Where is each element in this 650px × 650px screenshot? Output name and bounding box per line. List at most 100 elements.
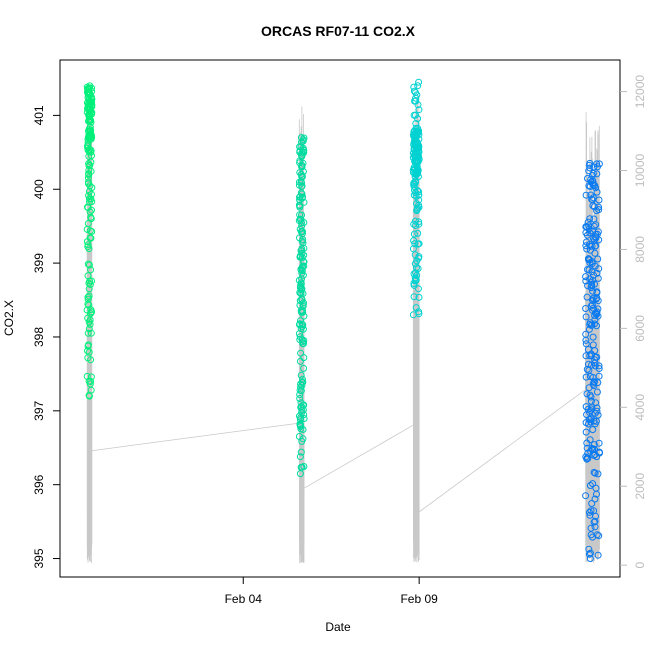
data-point [590, 468, 598, 476]
data-point [589, 341, 597, 349]
data-point [592, 399, 600, 407]
data-point [412, 153, 419, 160]
data-point [589, 306, 596, 314]
y2-tick-label: 2000 [633, 473, 647, 500]
data-point [589, 445, 597, 453]
data-point [586, 508, 593, 516]
data-point [585, 161, 593, 169]
data-point [298, 264, 306, 272]
data-point [589, 426, 597, 434]
data-point [585, 420, 592, 428]
data-point [590, 222, 598, 230]
data-point [587, 352, 595, 360]
data-point [297, 387, 305, 395]
data-point [298, 267, 306, 275]
secondary-line-connector [418, 389, 586, 513]
data-point [296, 391, 304, 399]
data-point [297, 414, 305, 422]
data-point [87, 266, 95, 274]
y-axis-label: CO2.X [2, 300, 16, 336]
data-point [414, 159, 422, 167]
data-point [586, 482, 594, 489]
data-point [298, 336, 306, 344]
y2-tick-label: 6000 [633, 315, 647, 342]
data-point [85, 348, 93, 356]
data-point [585, 167, 593, 175]
data-point [297, 371, 305, 379]
data-point [582, 492, 590, 500]
y2-tick-label: 10000 [633, 153, 647, 187]
data-point [296, 284, 304, 292]
data-point [297, 134, 305, 142]
data-point [595, 372, 603, 380]
data-point [594, 274, 602, 282]
data-point [591, 236, 599, 244]
data-point [84, 314, 92, 322]
data-point [585, 550, 593, 558]
data-point [415, 196, 423, 204]
data-point [298, 463, 306, 471]
data-point [411, 180, 418, 188]
data-point [594, 551, 602, 559]
data-point [589, 480, 597, 488]
data-point [411, 277, 419, 285]
data-point [297, 189, 305, 197]
data-point [297, 317, 304, 325]
y-tick-label: 396 [32, 474, 46, 494]
data-point [410, 141, 418, 148]
data-point [583, 439, 591, 447]
data-point [87, 308, 95, 316]
data-point [409, 169, 417, 176]
data-point [594, 255, 602, 263]
data-point [591, 495, 599, 503]
data-point [585, 325, 593, 333]
x-axis: Feb 04 Feb 09 [225, 577, 438, 606]
data-point [297, 403, 305, 411]
data-point [582, 305, 590, 312]
data-point [584, 449, 592, 457]
data-point [586, 555, 594, 562]
data-point [296, 148, 304, 156]
data-point [298, 222, 306, 230]
data-point [297, 325, 305, 333]
data-point [582, 313, 590, 321]
data-point [594, 297, 602, 305]
data-point [589, 297, 597, 305]
data-point [298, 379, 306, 386]
data-point [86, 277, 94, 285]
data-point [593, 322, 600, 330]
data-point [415, 240, 423, 248]
data-point [296, 395, 304, 402]
data-point [582, 428, 590, 436]
data-point [85, 341, 92, 349]
data-point [409, 245, 417, 253]
data-point [88, 184, 96, 192]
data-point [299, 271, 307, 279]
data-point [582, 373, 590, 381]
data-point [582, 191, 590, 199]
data-point [84, 293, 92, 301]
data-point [298, 237, 306, 245]
data-point [84, 241, 92, 249]
data-point [585, 182, 593, 190]
data-point [299, 340, 307, 348]
data-point [296, 225, 304, 233]
data-point [592, 512, 599, 520]
data-point [415, 148, 423, 156]
data-point [88, 152, 95, 160]
data-point [86, 281, 94, 288]
data-point [590, 203, 598, 211]
data-point [297, 448, 305, 456]
data-point [583, 390, 591, 398]
data-point [589, 380, 597, 388]
data-point [591, 517, 599, 525]
data-point [585, 545, 593, 553]
data-point [590, 271, 598, 279]
data-point [583, 365, 591, 373]
data-point [299, 307, 306, 315]
y-tick-label: 399 [32, 253, 46, 273]
y2-axis: 0 2000 4000 6000 8000 10000 12000 [620, 75, 647, 569]
data-point [412, 304, 420, 312]
data-point [586, 215, 594, 223]
data-point [85, 391, 93, 399]
